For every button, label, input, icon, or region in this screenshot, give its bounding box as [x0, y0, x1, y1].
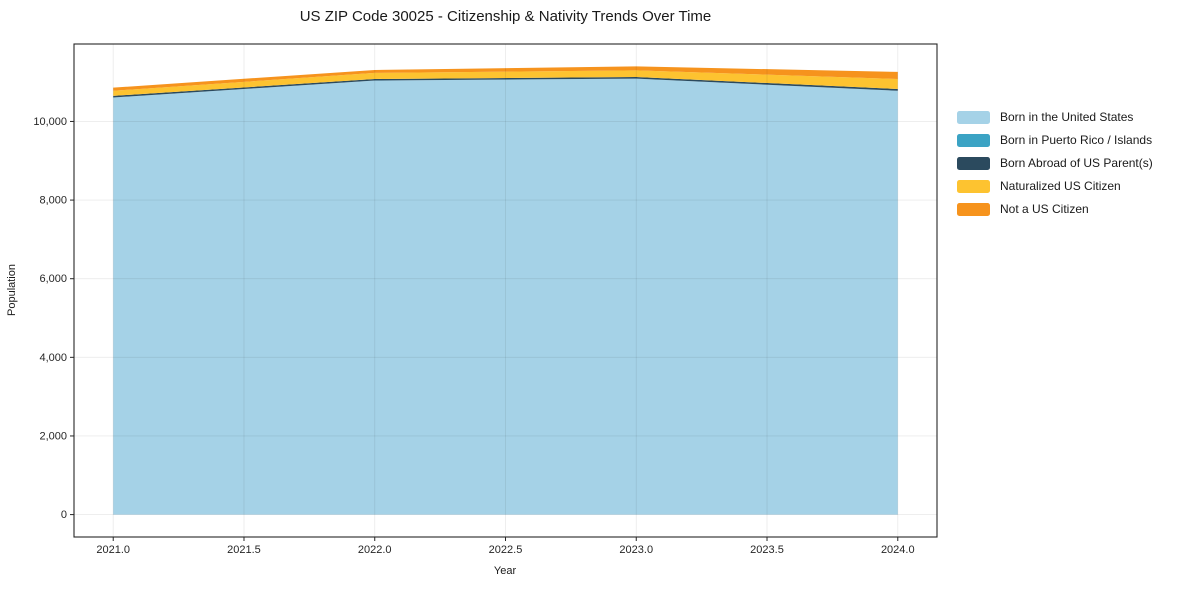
- y-tick-label: 10,000: [33, 116, 67, 128]
- y-tick-label: 2,000: [39, 430, 67, 442]
- legend-item-born-in-puerto-rico-islands: Born in Puerto Rico / Islands: [957, 133, 1153, 147]
- tick-labels: 2021.0 2021.5 2022.0 2022.5 2023.0 2023.5 2024…: [33, 116, 914, 556]
- legend-item-born-in-the-united-states: Born in the United States: [957, 110, 1153, 124]
- y-tick-label: 4,000: [39, 352, 67, 364]
- area-naturalized-us-citizen: [113, 70, 898, 96]
- legend-label: Naturalized US Citizen: [1000, 179, 1121, 193]
- y-tick-label: 0: [61, 509, 67, 521]
- x-tick-label: 2021.0: [96, 544, 130, 556]
- tick-marks: [70, 120, 899, 541]
- legend-label: Born in Puerto Rico / Islands: [1000, 133, 1153, 147]
- legend-label: Not a US Citizen: [1000, 202, 1089, 216]
- legend-swatch-icon: [957, 110, 990, 124]
- legend: Born in the United States Born in Puerto …: [957, 110, 1153, 216]
- area-born-in-the-united-states: [113, 78, 898, 515]
- area-not-a-us-citizen: [113, 66, 898, 91]
- legend-label: Born Abroad of US Parent(s): [1000, 156, 1153, 170]
- legend-swatch-icon: [957, 202, 990, 216]
- x-tick-label: 2021.5: [227, 544, 261, 556]
- chart-title: US ZIP Code 30025 - Citizenship & Nativi…: [299, 8, 712, 25]
- legend-item-born-abroad-of-us-parent-s: Born Abroad of US Parent(s): [957, 156, 1153, 170]
- x-tick-label: 2022.5: [489, 544, 523, 556]
- x-axis-label: Year: [494, 565, 517, 577]
- x-tick-label: 2023.0: [619, 544, 653, 556]
- legend-item-not-a-us-citizen: Not a US Citizen: [957, 202, 1153, 216]
- area-born-abroad-of-us-parent-s: [113, 77, 898, 98]
- area-layer: [113, 66, 898, 515]
- legend-label: Born in the United States: [1000, 110, 1134, 124]
- x-tick-label: 2024.0: [881, 544, 915, 556]
- legend-swatch-icon: [957, 179, 990, 193]
- y-axis-label: Population: [6, 264, 18, 316]
- legend-swatch-icon: [957, 156, 990, 170]
- legend-swatch-icon: [957, 133, 990, 147]
- x-tick-label: 2022.0: [358, 544, 392, 556]
- y-tick-label: 6,000: [39, 273, 67, 285]
- x-tick-label: 2023.5: [750, 544, 784, 556]
- y-tick-label: 8,000: [39, 195, 67, 207]
- legend-item-naturalized-us-citizen: Naturalized US Citizen: [957, 179, 1153, 193]
- grid-layer: [74, 44, 937, 537]
